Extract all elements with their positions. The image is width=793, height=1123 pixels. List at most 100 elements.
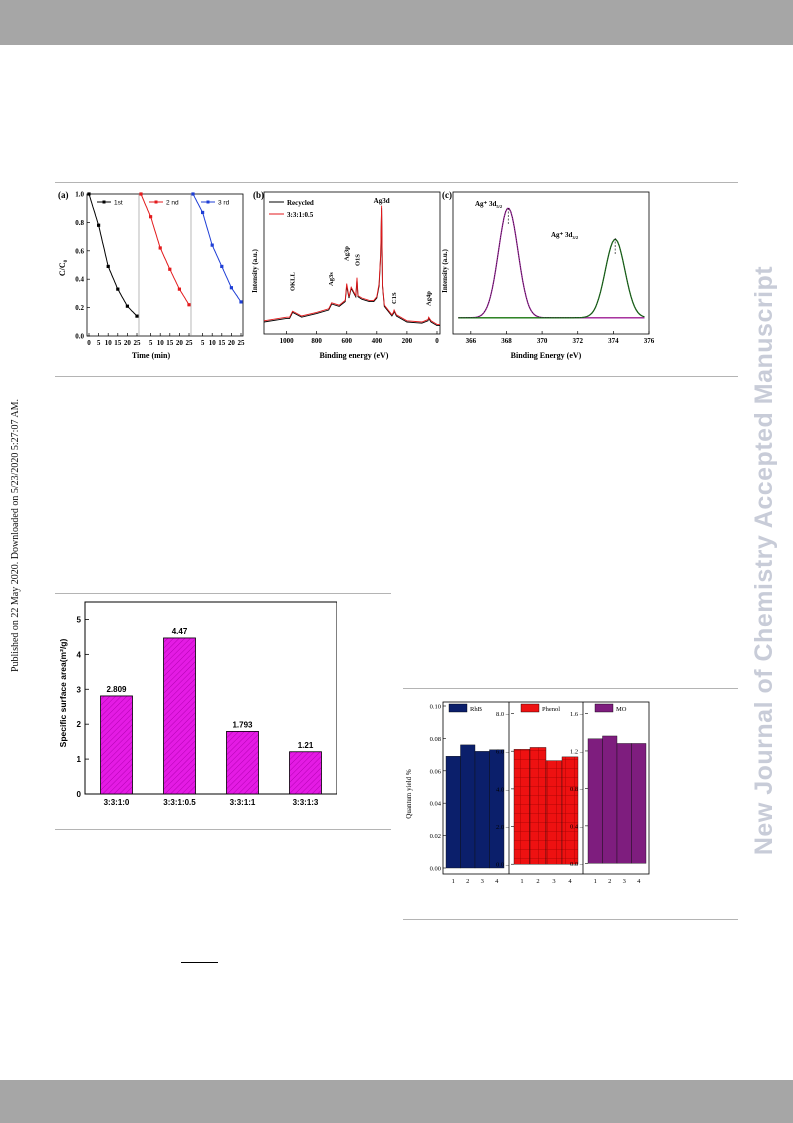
panel-a-ytick-label: 0.8 (75, 219, 84, 227)
quantum-yield-ylabel: Quantum yield % (405, 769, 413, 819)
panel-a-xtick-label: 15 (218, 339, 226, 347)
bar (100, 695, 133, 795)
figure2-svg: 0 1 2 3 4 5 2.809 3:3:1:0 4.47 3:3:1:0.5 1.793 3:3:… (58, 601, 337, 807)
bar (460, 744, 476, 869)
bar (489, 749, 505, 869)
surface-area-ytick-label: 5 (77, 615, 82, 624)
panel-b-xtick-label: 800 (311, 337, 322, 345)
figure3-bottom-rule (403, 919, 738, 920)
data-point (125, 304, 129, 308)
data-point (97, 223, 101, 227)
figure3-top-rule (403, 688, 738, 689)
legend-label: 2 nd (166, 200, 179, 207)
panel-c-xtick-label: 374 (608, 337, 619, 345)
publication-stamp-text: Published on 22 May 2020. Downloaded on … (10, 398, 22, 672)
bar-value-label: 2.809 (106, 685, 127, 694)
surface-area-ylabel: Specific surface area(m²/g) (58, 639, 68, 748)
panel-a-ytick-label: 1.0 (75, 191, 84, 199)
figure3-svg: 0.00 0.02 0.04 0.06 0.08 0.10 1 2 3 4 RhB 0.0 – 2.0 … (405, 701, 650, 885)
legend-marker (102, 200, 106, 204)
panel-a-xtick-label: 25 (134, 339, 142, 347)
qy-category-label: 3 (552, 878, 555, 885)
bar (445, 756, 461, 869)
panel-a-xtick-label: 15 (166, 339, 174, 347)
publication-stamp: Published on 22 May 2020. Downloaded on … (2, 380, 30, 690)
peak-label: Ag3p (344, 246, 351, 261)
panel-c-label: (c) (442, 190, 452, 200)
qy-ytick-label: 0.04 (430, 801, 442, 808)
panel-a-xtick-label: 0 (87, 339, 91, 347)
journal-watermark-text: New Journal of Chemistry Accepted Manusc… (750, 265, 779, 855)
series-line-3 (192, 193, 242, 303)
panel-a-xtick-label: 25 (186, 339, 194, 347)
data-point (106, 264, 110, 269)
measured-envelope (458, 208, 645, 319)
panel-a-label: (a) (58, 190, 69, 200)
figure3: 0.00 0.02 0.04 0.06 0.08 0.10 1 2 3 4 RhB 0.0 – 2.0 … (403, 696, 695, 892)
category-label: 3:3:1:1 (230, 798, 256, 807)
figure2-bottom-rule (55, 829, 391, 830)
peak-label: C1S (391, 292, 398, 304)
data-point (158, 246, 162, 250)
data-point (239, 300, 243, 304)
qy-category-label: 4 (495, 878, 499, 885)
panel-a-xtick-label: 5 (149, 339, 153, 347)
data-point (187, 303, 191, 307)
surface-area-frame (84, 601, 337, 795)
panel-a-ytick-label: 0.6 (75, 247, 84, 255)
bar-value-label: 1.793 (232, 720, 253, 729)
qy-ytick-label: 0.8 – (570, 786, 584, 793)
panel-b-xtick-label: 200 (402, 337, 413, 345)
qy-ytick-label: 0.0 – (570, 861, 584, 868)
qy-category-label: 4 (637, 878, 641, 885)
qy-category-label: 1 (594, 878, 597, 885)
data-point (135, 314, 139, 318)
panel-b-xtick-label: 600 (341, 337, 352, 345)
panel-a-xtick-label: 10 (105, 339, 113, 347)
data-point (116, 287, 120, 291)
figure1: (a) 0.0 0.2 0.4 0.6 0.8 1.0 1st 2 nd 3 rd 0 5 10 15 2… (55, 186, 665, 362)
series-line-2 (140, 193, 190, 306)
bar (616, 743, 632, 864)
qy-category-label: 2 (466, 878, 469, 885)
qy-ytick-label: 1.6 – (570, 711, 584, 718)
panel-b-ylabel: Intensity (a.u.) (251, 248, 259, 292)
peak-label: O1S (354, 254, 361, 266)
bar (631, 743, 647, 864)
legend-swatch (520, 703, 540, 713)
data-point (201, 210, 205, 215)
data-point (139, 192, 143, 196)
panel-a-xtick-label: 15 (114, 339, 122, 347)
top-banner (0, 0, 793, 45)
survey-spectrum-1 (263, 207, 440, 327)
qy-category-label: 3 (481, 878, 484, 885)
panel-b-label: (b) (253, 190, 264, 200)
panel-a-ytick-label: 0.0 (75, 333, 84, 341)
legend-label: Recycled (287, 199, 314, 207)
qy-ytick-label: 0.00 (430, 866, 441, 873)
bottom-banner (0, 1080, 793, 1123)
panel-b-xlabel: Binding energy (eV) (320, 351, 389, 360)
legend-label: 3:3:1:0.5 (287, 211, 314, 219)
surface-area-plot: 0 1 2 3 4 5 2.809 3:3:1:0 4.47 3:3:1:0.5 1.793 3:3:… (77, 601, 337, 807)
bar (474, 751, 490, 869)
panel-c-plot: 366 368 370 372 374 376 (452, 191, 655, 345)
panel-a-xtick-label: 5 (97, 339, 101, 347)
fit-peak-3d32 (458, 238, 645, 319)
data-point (229, 286, 233, 290)
qy-ytick-label: 1.2 – (570, 748, 584, 755)
peak-label: OKLL (290, 272, 297, 291)
panel-b-xtick-label: 1000 (280, 337, 295, 345)
peak-label: Ag3s (328, 272, 335, 286)
data-point (168, 267, 172, 271)
panel-a-ytick-label: 0.2 (75, 304, 84, 312)
panel-b: (b) Recycled 3:3:1:0.5 OKLL Ag3s Ag3p O1S Ag3d… (251, 190, 441, 360)
qy-ytick-label: 0.0 – (496, 862, 510, 869)
panel-a-xtick-label: 25 (238, 339, 246, 347)
panel-a-ytick-label: 0.4 (75, 276, 84, 284)
data-point (177, 287, 181, 291)
category-label: 3:3:1:0 (104, 798, 130, 807)
